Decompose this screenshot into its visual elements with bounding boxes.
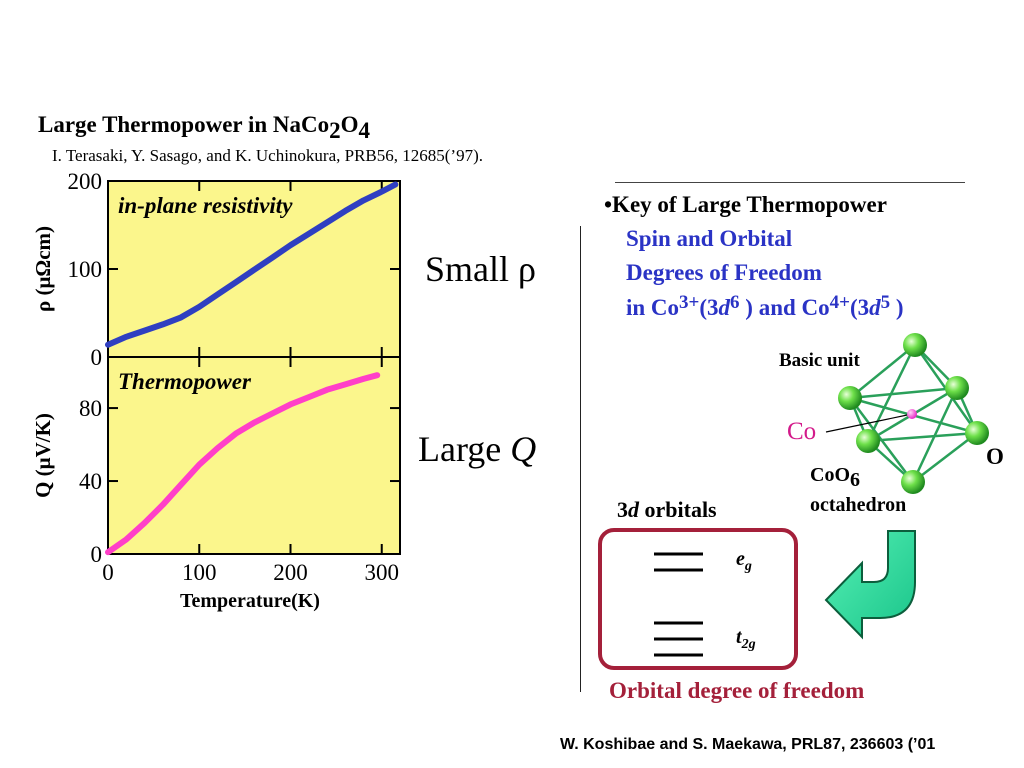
y-tick-label: 100 xyxy=(68,257,103,282)
octahedron-formula: CoO6 xyxy=(810,464,860,491)
eg-label: eg xyxy=(736,548,752,574)
reference-citation-2: W. Koshibae and S. Maekawa, PRL87, 23660… xyxy=(560,736,936,753)
curved-arrow-icon xyxy=(824,530,916,640)
x-tick-label: 300 xyxy=(365,560,400,585)
orbitals-heading: 3d orbitals xyxy=(617,497,717,522)
orbital-freedom-caption: Orbital degree of freedom xyxy=(609,678,865,703)
co-label: Co xyxy=(787,418,817,445)
slide-title: Large Thermopower in NaCo2O4 xyxy=(38,112,370,143)
oxygen-atom xyxy=(856,429,880,453)
energy-levels xyxy=(654,552,703,657)
resistivity-ylabel: ρ (μΩcm) xyxy=(31,226,55,312)
oxygen-atom xyxy=(945,376,969,400)
oxygen-atom xyxy=(901,470,925,494)
o-label: O xyxy=(986,444,1004,469)
orbital-box xyxy=(598,528,798,670)
oxygen-atom xyxy=(965,421,989,445)
thermopower-ylabel: Q (μV/K) xyxy=(31,413,55,498)
y-tick-label: 200 xyxy=(68,169,103,194)
divider-vertical xyxy=(580,226,581,692)
thermopower-title: Thermopower xyxy=(118,369,252,394)
coo6-octahedron xyxy=(825,333,989,494)
oxygen-atom xyxy=(903,333,927,357)
key-line-3: in Co3+(3d6 ) and Co4+(3d5 ) xyxy=(626,292,904,320)
large-q-label: Large Q xyxy=(418,429,537,469)
y-tick-label: 40 xyxy=(79,469,102,494)
plot-frame xyxy=(107,356,401,555)
x-tick-label: 100 xyxy=(182,560,217,585)
divider-horizontal xyxy=(615,182,965,183)
y-tick-label: 80 xyxy=(79,396,102,421)
x-tick-label: 0 xyxy=(102,560,114,585)
x-axis-label: Temperature(K) xyxy=(180,590,320,612)
reference-citation: I. Terasaki, Y. Sasago, and K. Uchinokur… xyxy=(52,146,483,165)
thermopower-plot-area xyxy=(108,357,400,554)
resistivity-title: in-plane resistivity xyxy=(118,193,293,218)
x-tick-label: 200 xyxy=(273,560,308,585)
key-line-1: Spin and Orbital xyxy=(626,226,793,251)
co-atom xyxy=(907,409,917,419)
y-tick-label: 0 xyxy=(91,345,103,370)
t2g-label: t2g xyxy=(736,626,756,652)
basic-unit-label: Basic unit xyxy=(779,350,860,371)
thermopower-series-line xyxy=(105,372,381,556)
oxygen-atom xyxy=(838,386,862,410)
key-heading: •Key of Large Thermopower xyxy=(604,192,887,217)
key-line-2: Degrees of Freedom xyxy=(626,260,822,285)
octahedron-label: octahedron xyxy=(810,494,907,516)
y-tick-label: 0 xyxy=(91,542,103,567)
resistivity-series-line xyxy=(105,181,399,348)
small-rho-label: Small ρ xyxy=(425,249,536,289)
